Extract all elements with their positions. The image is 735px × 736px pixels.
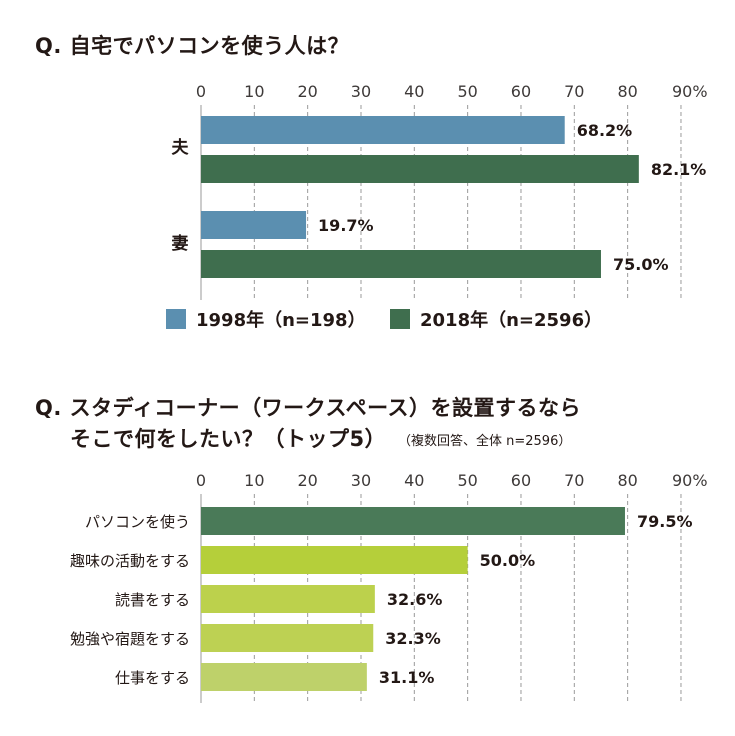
- chart2-value-label: 79.5%: [637, 512, 693, 531]
- chart2-category-label: 勉強や宿題をする: [70, 630, 190, 648]
- chart2-title-line2: そこで何をしたい？（トップ5）: [70, 427, 387, 451]
- chart2-bar: [201, 546, 468, 574]
- chart1-tick-label: 0: [196, 82, 206, 101]
- chart2-tick-label: 90%: [672, 471, 708, 490]
- chart1-tick-label: 80: [617, 82, 637, 101]
- chart2-tick-label: 40: [404, 471, 424, 490]
- chart2-tick-label: 60: [511, 471, 531, 490]
- chart1-bar-2018: [201, 250, 601, 278]
- chart2-bar: [201, 663, 367, 691]
- chart1-value-label: 82.1%: [651, 160, 707, 179]
- chart1-category-label: 夫: [172, 137, 190, 158]
- chart2-title-line1: Q. スタディコーナー（ワークスペース）を設置するなら: [35, 396, 582, 420]
- chart2-tick-label: 20: [297, 471, 317, 490]
- chart1-tick-label: 10: [244, 82, 264, 101]
- chart1-tick-label: 50: [457, 82, 477, 101]
- chart2-tick-label: 0: [196, 471, 206, 490]
- chart2-category-label: 趣味の活動をする: [70, 552, 190, 570]
- chart2-tick-label: 80: [617, 471, 637, 490]
- chart1-bar-1998: [201, 116, 565, 144]
- chart1-tick-label: 40: [404, 82, 424, 101]
- chart1-legend-label-1998: 1998年（n=198）: [196, 309, 366, 331]
- chart2-category-label: パソコンを使う: [85, 513, 190, 531]
- chart2-tick-label: 50: [457, 471, 477, 490]
- chart1-plot: 0 10 20 30 40 50 60 70 80 90% 夫 68.2% 82.1% 妻 19.7% 75.…: [166, 82, 708, 331]
- chart2-plot: 0 10 20 30 40 50 60 70 80 90% パソコンを使う 79.5% 趣味の活動をする…: [70, 471, 708, 703]
- chart1-category-label: 妻: [172, 234, 189, 254]
- chart2-tick-label: 70: [564, 471, 584, 490]
- chart2-value-label: 32.3%: [385, 629, 441, 648]
- chart1-bar-2018: [201, 155, 639, 183]
- chart2-value-label: 32.6%: [387, 590, 443, 609]
- chart1-value-label: 19.7%: [318, 216, 374, 235]
- chart2-tick-label: 30: [351, 471, 371, 490]
- chart1-value-label: 75.0%: [613, 255, 669, 274]
- chart2-value-label: 31.1%: [379, 668, 435, 687]
- chart2-bar: [201, 585, 375, 613]
- chart1-legend-swatch-2018: [390, 309, 410, 329]
- chart2-subtitle: （複数回答、全体 n=2596）: [398, 434, 572, 449]
- chart2-bar: [201, 507, 625, 535]
- chart1-value-label: 68.2%: [577, 121, 633, 140]
- chart2-category-label: 仕事をする: [115, 669, 190, 687]
- chart2-value-label: 50.0%: [480, 551, 536, 570]
- chart1-tick-label: 90%: [672, 82, 708, 101]
- chart1-tick-label: 60: [511, 82, 531, 101]
- chart2-bar: [201, 624, 374, 652]
- chart1-tick-label: 20: [297, 82, 317, 101]
- chart1-tick-label: 30: [351, 82, 371, 101]
- chart2-tick-label: 10: [244, 471, 264, 490]
- chart1-bar-1998: [201, 211, 307, 239]
- chart1-title: Q. 自宅でパソコンを使う人は？: [35, 34, 350, 58]
- chart2-category-label: 読書をする: [115, 591, 190, 609]
- chart1-legend-label-2018: 2018年（n=2596）: [420, 309, 602, 331]
- chart1-legend-swatch-1998: [166, 309, 186, 329]
- chart1-tick-label: 70: [564, 82, 584, 101]
